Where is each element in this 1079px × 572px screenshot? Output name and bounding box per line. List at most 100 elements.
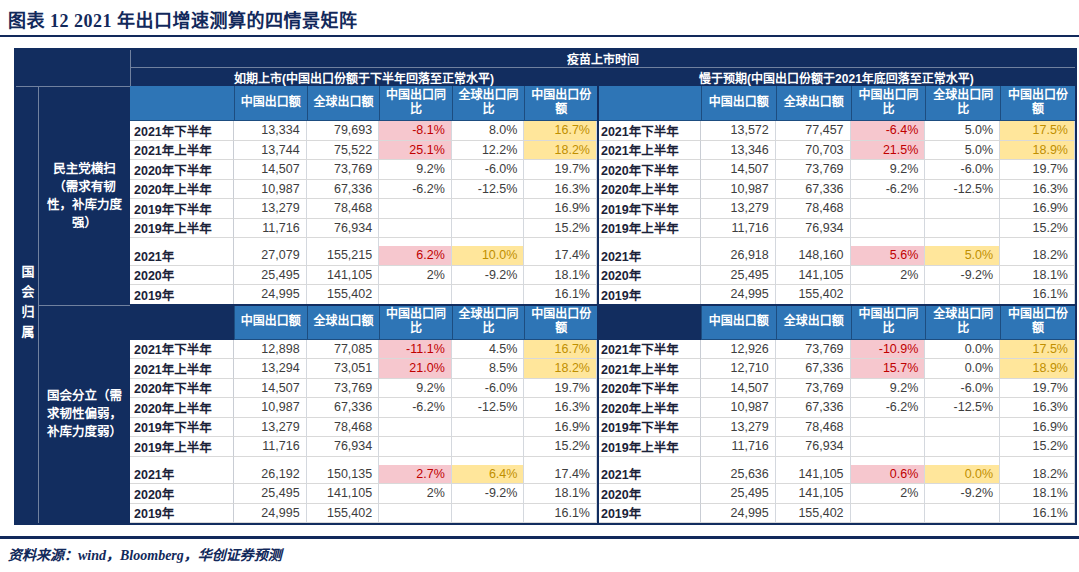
spacer-cell: [1000, 457, 1075, 465]
data-cell: 67,336: [776, 359, 851, 379]
data-cell: 16.1%: [524, 504, 597, 524]
row-label: 2019年上半年: [597, 219, 701, 239]
data-cell: 70,703: [776, 141, 851, 161]
column-header: 全球出口额: [307, 86, 380, 121]
data-cell: 78,468: [776, 418, 851, 438]
data-cell: [379, 437, 452, 457]
data-cell: [851, 504, 926, 524]
data-cell: 16.9%: [524, 199, 597, 219]
data-cell: 5.0%: [925, 246, 1000, 266]
data-cell: 19.7%: [524, 160, 597, 180]
data-cell: -6.2%: [851, 180, 926, 200]
spacer-cell: [452, 457, 525, 465]
data-cell: -9.2%: [452, 484, 525, 504]
data-cell: -8.1%: [379, 121, 452, 141]
data-cell: [925, 219, 1000, 239]
data-cell: [925, 285, 1000, 305]
data-cell: 73,769: [307, 379, 380, 399]
row-label: 2021年上半年: [597, 141, 701, 161]
row-label: 2021年上半年: [130, 141, 234, 161]
table-grid: 疫苗上市时间 如期上市(中国出口份额于下半年回落至正常水平) 慢于预期(中国出口…: [14, 48, 1077, 525]
quadrant-vertical-divider: [597, 68, 599, 523]
data-cell: 15.2%: [1000, 219, 1075, 239]
data-cell: -6.0%: [925, 379, 1000, 399]
data-cell: 67,336: [307, 398, 380, 418]
data-cell: 14,507: [701, 160, 776, 180]
spacer-cell: [307, 457, 380, 465]
data-cell: 0.6%: [851, 465, 926, 485]
row-label: 2019年下半年: [597, 199, 701, 219]
spacer-cell: [452, 238, 525, 246]
data-cell: 24,995: [234, 504, 307, 524]
data-cell: 73,769: [307, 160, 380, 180]
data-cell: 76,934: [776, 437, 851, 457]
data-cell: -12.5%: [925, 180, 1000, 200]
data-cell: 141,105: [776, 484, 851, 504]
spacer-cell: [851, 457, 926, 465]
data-cell: 13,279: [701, 199, 776, 219]
data-cell: 16.9%: [1000, 418, 1075, 438]
data-cell: 17.4%: [524, 246, 597, 266]
title-divider: [0, 35, 1079, 37]
data-cell: 78,468: [776, 199, 851, 219]
data-cell: -12.5%: [452, 180, 525, 200]
row-label: 2019年上半年: [597, 437, 701, 457]
data-cell: 18.9%: [1000, 141, 1075, 161]
data-cell: 155,402: [776, 504, 851, 524]
data-cell: 9.2%: [851, 379, 926, 399]
spacer-cell: [234, 457, 307, 465]
data-cell: 19.7%: [524, 379, 597, 399]
data-cell: 4.5%: [452, 340, 525, 360]
data-cell: [851, 285, 926, 305]
data-cell: 141,105: [307, 484, 380, 504]
spacer-cell: [379, 457, 452, 465]
spacer-cell: [524, 457, 597, 465]
data-cell: 73,769: [776, 379, 851, 399]
data-cell: 2.7%: [379, 465, 452, 485]
data-cell: 18.1%: [1000, 266, 1075, 286]
data-cell: 18.1%: [1000, 484, 1075, 504]
column-header: 全球出口同比: [452, 86, 525, 121]
data-cell: 67,336: [776, 180, 851, 200]
header-empty-cell: [130, 305, 234, 340]
row-label: 2020年: [597, 266, 701, 286]
data-cell: 19.7%: [1000, 160, 1075, 180]
data-cell: 13,744: [234, 141, 307, 161]
data-cell: 0.0%: [925, 359, 1000, 379]
data-cell: 155,402: [307, 504, 380, 524]
column-header: 全球出口额: [307, 305, 380, 340]
data-cell: [452, 418, 525, 438]
row-label: 2020年: [130, 266, 234, 286]
header-empty-cell: [597, 86, 701, 121]
data-cell: 12,898: [234, 340, 307, 360]
data-cell: 24,995: [701, 285, 776, 305]
column-header: 中国出口同比: [851, 305, 926, 340]
spacer-cell: [701, 457, 776, 465]
scenario-split-congress: 国会分立（需求韧性偏弱，补库力度弱）: [38, 305, 130, 524]
column-group-ontime: 如期上市(中国出口份额于下半年回落至正常水平): [130, 68, 597, 86]
data-cell: 24,995: [234, 285, 307, 305]
spacer-cell: [130, 457, 234, 465]
row-label: 2019年下半年: [130, 418, 234, 438]
data-cell: 18.9%: [1000, 359, 1075, 379]
data-cell: 25,495: [701, 484, 776, 504]
data-cell: [925, 418, 1000, 438]
data-cell: 141,105: [307, 266, 380, 286]
data-cell: 21.5%: [851, 141, 926, 161]
data-cell: -6.0%: [452, 379, 525, 399]
data-cell: 2%: [851, 484, 926, 504]
data-cell: 8.5%: [452, 359, 525, 379]
data-cell: 14,507: [701, 379, 776, 399]
data-cell: 6.4%: [452, 465, 525, 485]
spacer-cell: [130, 238, 234, 246]
data-cell: -6.2%: [379, 180, 452, 200]
data-cell: 11,716: [234, 219, 307, 239]
row-label: 2021年: [130, 465, 234, 485]
data-cell: 67,336: [776, 398, 851, 418]
data-cell: [452, 219, 525, 239]
data-cell: [851, 418, 926, 438]
row-label: 2020年下半年: [597, 160, 701, 180]
data-cell: 17.4%: [524, 465, 597, 485]
data-cell: 76,934: [307, 437, 380, 457]
data-cell: -9.2%: [925, 484, 1000, 504]
